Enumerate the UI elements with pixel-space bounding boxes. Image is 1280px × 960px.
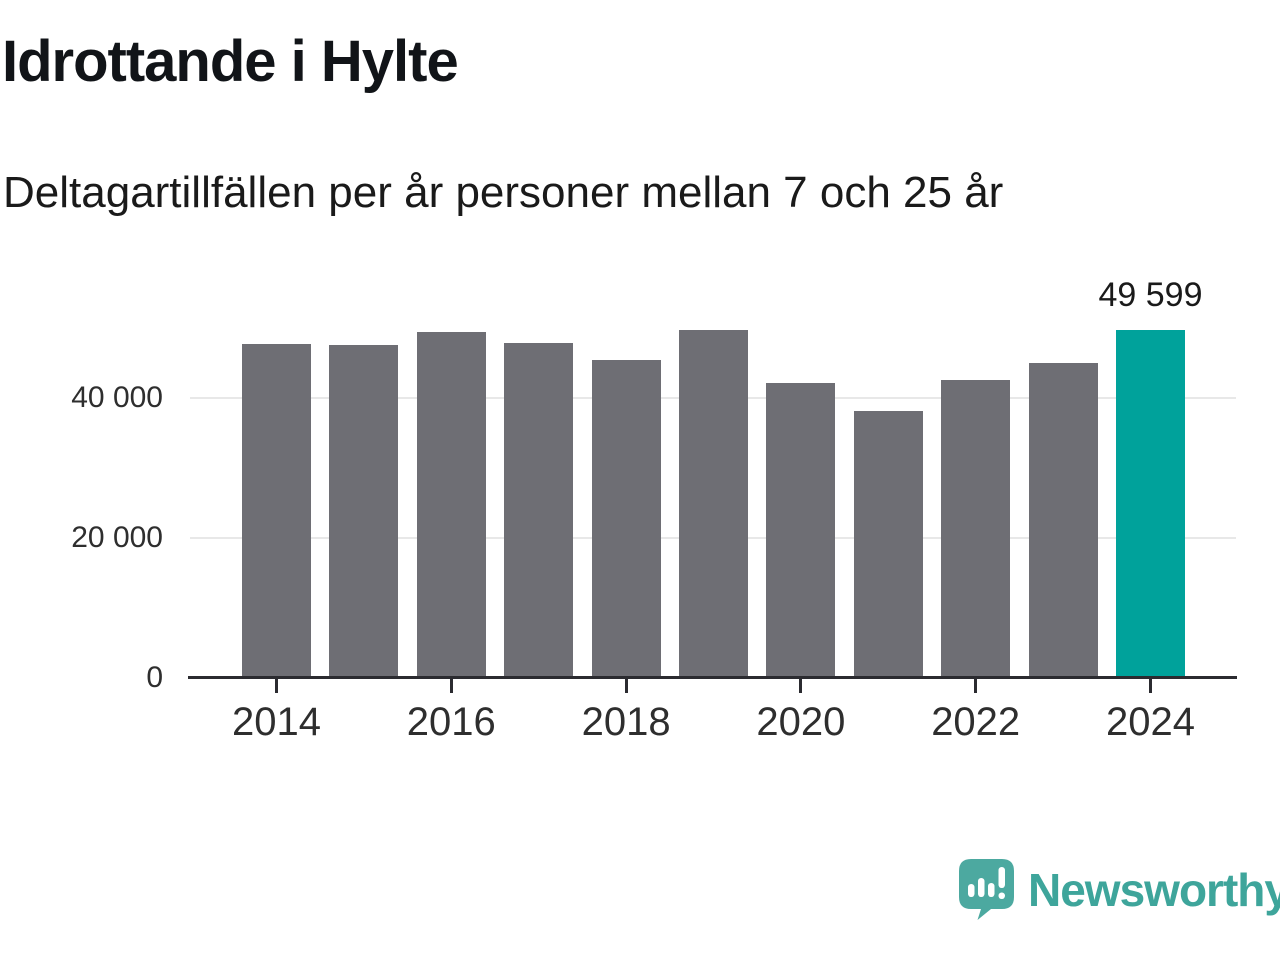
bar-value-label: 49 599	[1098, 276, 1203, 315]
brand-wordmark: Newsworthy	[1028, 863, 1280, 916]
x-tick-label-2018: 2018	[581, 700, 671, 744]
chart-subtitle: Deltagartillfällen per år personer mella…	[3, 168, 1004, 217]
x-tick-2020	[799, 679, 803, 693]
x-tick-label-2020: 2020	[756, 700, 846, 744]
chart-title: Idrottande i Hylte	[2, 29, 459, 94]
bar-2019	[679, 330, 748, 678]
y-tick-label-20000: 20 000	[71, 520, 163, 554]
bar-2014	[242, 344, 311, 678]
bar-2022	[941, 379, 1011, 678]
x-tick-2022	[974, 679, 978, 693]
bar-2017	[504, 342, 574, 678]
x-tick-2024	[1149, 679, 1152, 693]
x-tick-label-2016: 2016	[406, 700, 496, 744]
x-axis-line	[188, 676, 1237, 679]
bar-2020	[766, 383, 836, 678]
bar-2021	[853, 410, 923, 678]
bar-2015	[329, 344, 399, 678]
x-tick-label-2014: 2014	[232, 700, 321, 744]
newsworthy-logo-icon	[959, 859, 1014, 920]
bar-2016	[416, 332, 486, 678]
y-tick-label-40000: 40 000	[71, 380, 163, 414]
x-tick-2014	[275, 679, 278, 693]
bar-2023	[1028, 363, 1098, 678]
bar-2024	[1116, 330, 1185, 678]
brand-footer: Newsworthy	[958, 858, 1280, 921]
x-tick-label-2022: 2022	[931, 700, 1021, 744]
y-tick-label-0: 0	[146, 661, 163, 694]
x-tick-label-2024: 2024	[1106, 700, 1195, 744]
x-tick-2018	[624, 679, 628, 693]
x-tick-2016	[449, 679, 453, 693]
bar-2018	[591, 360, 661, 678]
